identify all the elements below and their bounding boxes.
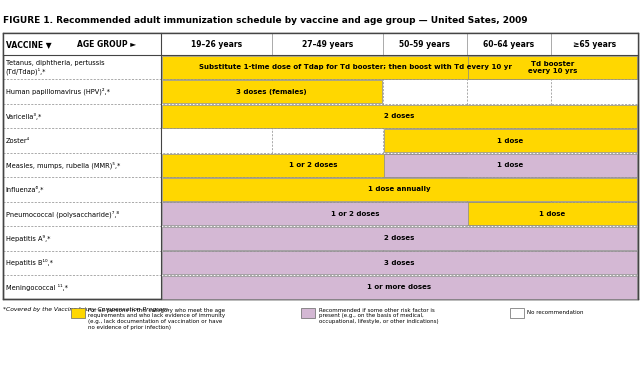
Bar	[468, 56, 637, 79]
Text: 1 dose: 1 dose	[497, 162, 524, 168]
Text: 50–59 years: 50–59 years	[399, 40, 450, 49]
Text: FIGURE 1. Recommended adult immunization schedule by vaccine and age group — Uni: FIGURE 1. Recommended adult immunization…	[3, 16, 528, 25]
Text: For all persons in this category who meet the age
requirements and who lack evid: For all persons in this category who mee…	[88, 308, 225, 330]
Text: 1 or 2 doses: 1 or 2 doses	[290, 162, 338, 168]
Text: Tetanus, diphtheria, pertussis
(Td/Tdap)¹,*: Tetanus, diphtheria, pertussis (Td/Tdap)…	[6, 60, 104, 75]
Text: Substitute 1-time dose of Tdap for Td booster; then boost with Td every 10 yr: Substitute 1-time dose of Tdap for Td bo…	[199, 64, 512, 70]
Bar	[162, 105, 637, 128]
Text: ≥65 years: ≥65 years	[572, 40, 616, 49]
Text: 2 doses: 2 doses	[384, 113, 414, 119]
Text: Measles, mumps, rubella (MMR)⁵,*: Measles, mumps, rubella (MMR)⁵,*	[6, 161, 120, 169]
Bar	[162, 202, 549, 225]
Text: 1 or more doses: 1 or more doses	[367, 284, 431, 290]
Text: Zoster⁴: Zoster⁴	[6, 138, 30, 144]
Text: 3 doses (females): 3 doses (females)	[237, 89, 307, 95]
Text: VACCINE ▼: VACCINE ▼	[6, 40, 51, 49]
Text: Influenza⁶,*: Influenza⁶,*	[6, 186, 44, 193]
Bar	[162, 56, 549, 79]
Text: Hepatitis A⁹,*: Hepatitis A⁹,*	[6, 235, 50, 242]
Text: Pneumococcal (polysaccharide)⁷,⁸: Pneumococcal (polysaccharide)⁷,⁸	[6, 210, 119, 218]
Text: Varicella³,*: Varicella³,*	[6, 113, 42, 120]
Bar	[384, 129, 637, 152]
Bar	[71, 308, 85, 318]
Text: 1 dose: 1 dose	[497, 138, 524, 144]
Text: Td booster
every 10 yrs: Td booster every 10 yrs	[528, 61, 577, 74]
Bar	[468, 202, 637, 225]
Bar	[384, 154, 637, 177]
Text: 3 doses: 3 doses	[384, 260, 415, 266]
Bar	[162, 80, 381, 103]
Text: Human papillomavirus (HPV)²,*: Human papillomavirus (HPV)²,*	[6, 88, 110, 96]
Text: No recommendation: No recommendation	[527, 310, 583, 315]
Text: Meningococcal ¹¹,*: Meningococcal ¹¹,*	[6, 284, 68, 291]
Text: 1 dose annually: 1 dose annually	[368, 186, 431, 192]
Bar	[3, 33, 638, 55]
Text: 60–64 years: 60–64 years	[483, 40, 535, 49]
Text: *Covered by the Vaccine Injury Compensation Program.: *Covered by the Vaccine Injury Compensat…	[3, 307, 170, 312]
Text: AGE GROUP ►: AGE GROUP ►	[76, 40, 136, 49]
Text: 19–26 years: 19–26 years	[190, 40, 242, 49]
Text: Hepatitis B¹⁰,*: Hepatitis B¹⁰,*	[6, 259, 53, 266]
Text: 2 doses: 2 doses	[384, 235, 414, 241]
Bar	[3, 33, 638, 299]
Text: 1 dose: 1 dose	[539, 211, 565, 217]
Bar	[301, 308, 315, 318]
Text: 1 or 2 doses: 1 or 2 doses	[331, 211, 380, 217]
Bar	[162, 276, 637, 299]
Bar	[510, 308, 524, 318]
Bar	[162, 251, 637, 274]
Text: Recommended if some other risk factor is
present (e.g., on the basis of medical,: Recommended if some other risk factor is…	[319, 308, 438, 324]
Bar	[162, 154, 465, 177]
Text: 27–49 years: 27–49 years	[302, 40, 353, 49]
Bar	[162, 178, 637, 201]
Bar	[162, 227, 637, 250]
